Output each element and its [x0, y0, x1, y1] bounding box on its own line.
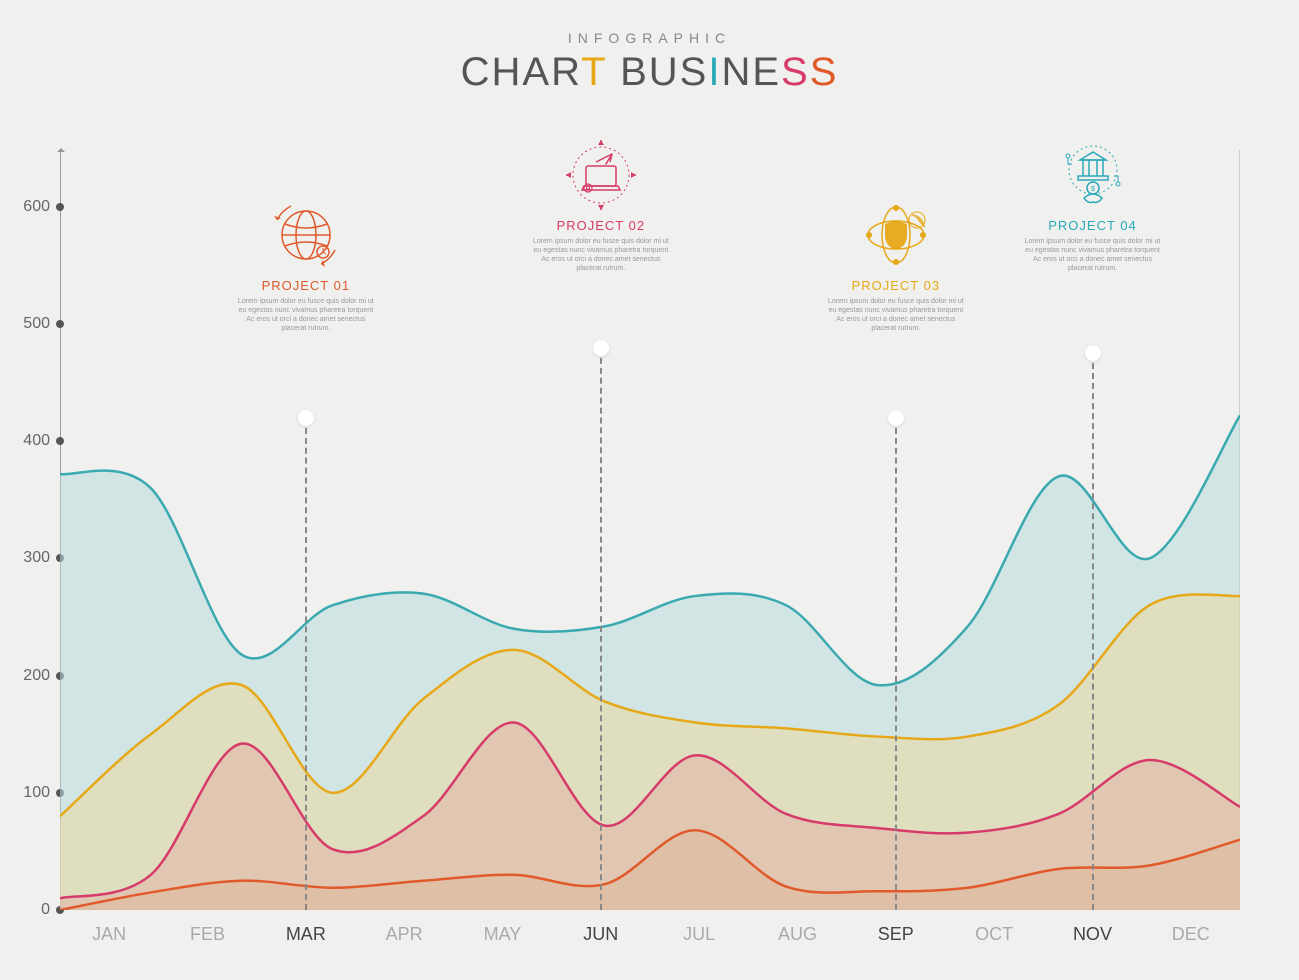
- x-tick-label: MAR: [257, 924, 355, 945]
- y-tick-label: 100: [10, 784, 50, 802]
- x-tick-label: MAY: [453, 924, 551, 945]
- chart-area: 0100200300400500600 PROJECT 01Lorem ipsu…: [60, 160, 1240, 910]
- y-tick-label: 300: [10, 549, 50, 567]
- x-tick-label: OCT: [945, 924, 1043, 945]
- x-tick-label: NOV: [1043, 924, 1141, 945]
- x-tick-label: DEC: [1142, 924, 1240, 945]
- x-tick-label: JAN: [60, 924, 158, 945]
- area-chart-svg: [60, 160, 1240, 910]
- x-tick-label: JUN: [552, 924, 650, 945]
- header: INFOGRAPHIC CHART BUSINESS: [0, 0, 1299, 95]
- main-title: CHART BUSINESS: [0, 50, 1299, 95]
- x-tick-label: JUL: [650, 924, 748, 945]
- y-tick-label: 0: [10, 901, 50, 919]
- x-tick-label: AUG: [748, 924, 846, 945]
- y-tick-label: 400: [10, 432, 50, 450]
- x-axis-labels: JANFEBMARAPRMAYJUNJULAUGSEPOCTNOVDEC: [60, 924, 1240, 945]
- x-tick-label: FEB: [158, 924, 256, 945]
- x-tick-label: APR: [355, 924, 453, 945]
- y-tick-label: 200: [10, 667, 50, 685]
- x-tick-label: SEP: [847, 924, 945, 945]
- y-tick-label: 500: [10, 315, 50, 333]
- y-tick-label: 600: [10, 198, 50, 216]
- subtitle: INFOGRAPHIC: [0, 30, 1299, 46]
